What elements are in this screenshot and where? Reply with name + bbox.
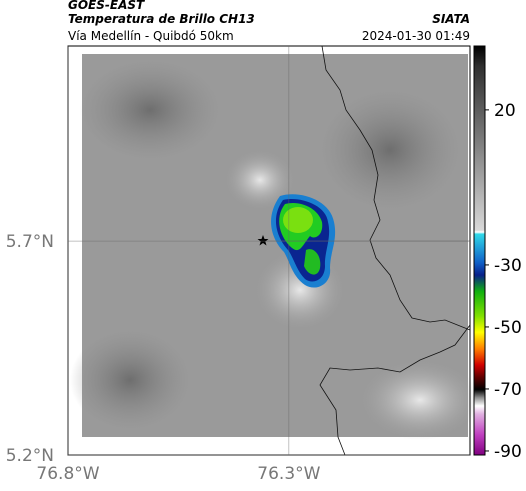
location-marker: [257, 235, 269, 246]
y-tick-label: 5.2°N: [6, 446, 54, 466]
subtitle: Temperatura de Brillo CH13: [68, 12, 255, 26]
route: Vía Medellín - Quibdó 50km: [68, 29, 234, 43]
borders: [319, 45, 471, 456]
title: GOES-EAST: [68, 0, 145, 12]
colorbar-tick-label: -90: [494, 442, 522, 462]
colorbar-tick-label: 20: [494, 101, 516, 121]
colorbar-tick-label: -50: [494, 318, 522, 338]
datetime: 2024-01-30 01:49: [362, 29, 470, 43]
x-tick-label: 76.8°W: [36, 464, 99, 484]
colorbar: [473, 45, 486, 456]
colorbar-tick-label: -30: [494, 256, 522, 276]
x-tick-label: 76.3°W: [257, 464, 320, 484]
satellite-image: [70, 54, 480, 440]
colorbar-tick-label: -70: [494, 380, 522, 400]
y-tick-label: 5.7°N: [6, 232, 54, 252]
source: SIATA: [432, 12, 470, 26]
